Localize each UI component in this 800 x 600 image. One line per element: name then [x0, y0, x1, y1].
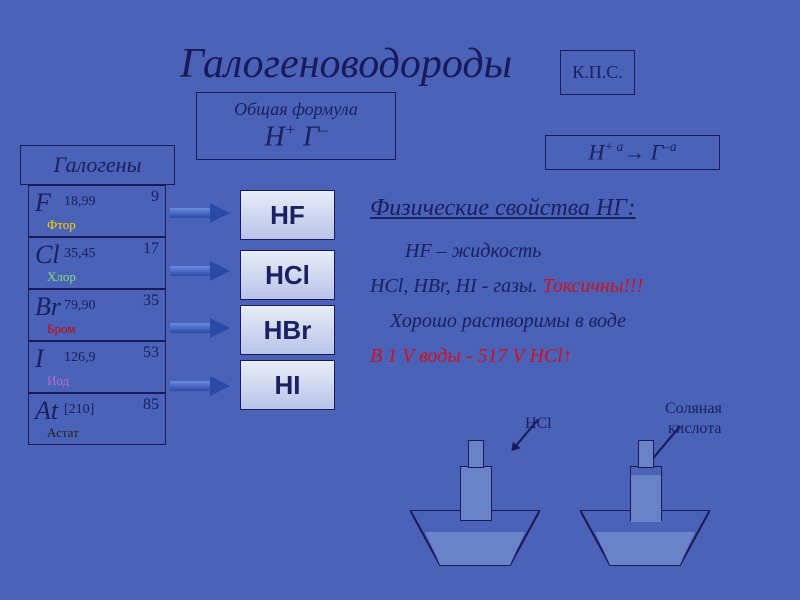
- elem-symbol: F: [35, 188, 51, 218]
- beaker-1-tube: [460, 466, 492, 521]
- elem-name: Бром: [47, 321, 75, 337]
- arrow-0: [170, 205, 230, 221]
- elem-number: 9: [151, 188, 159, 206]
- product-HI: HI: [240, 360, 335, 410]
- kps-box: К.П.С.: [560, 50, 635, 95]
- beaker-1: [410, 490, 540, 560]
- prop-line-1: HF – жидкость: [405, 240, 541, 263]
- element-F: F 18,99 9 Фтор: [28, 185, 166, 237]
- product-HCl: HCl: [240, 250, 335, 300]
- elem-symbol: Cl: [35, 240, 60, 270]
- prop2-text: HCl, HBr, HI - газы.: [370, 275, 542, 297]
- properties-title: Физические свойства HГ:: [370, 195, 636, 222]
- elem-number: 85: [143, 396, 159, 414]
- elem-mass: 126,9: [64, 350, 96, 366]
- elem-number: 53: [143, 344, 159, 362]
- elem-name: Фтор: [47, 217, 76, 233]
- general-formula-box: Общая формула Н+ Г–: [196, 92, 396, 160]
- elem-symbol: I: [35, 344, 44, 374]
- arrow-2: [170, 320, 230, 336]
- prop-line-3: Хорошо растворимы в воде: [390, 310, 626, 333]
- arrow-1: [170, 263, 230, 279]
- elem-mass: [210]: [64, 402, 94, 418]
- beaker-2-piston: [638, 440, 654, 468]
- element-Br: Br79,90 35 Бром: [28, 289, 166, 341]
- element-Cl: Cl35,45 17 Хлор: [28, 237, 166, 289]
- acid-label-1: Соляная: [665, 400, 722, 418]
- transition-formula: Н+ а→ Г–а: [589, 139, 677, 165]
- prop-line-2: HCl, HBr, HI - газы. Токсичны!!!: [370, 275, 643, 298]
- elem-number: 17: [143, 240, 159, 258]
- kps-label: К.П.С.: [572, 62, 623, 83]
- beaker-diagram: HCl Соляная кислота: [410, 440, 750, 590]
- elem-name: Астат: [47, 425, 79, 441]
- elem-name: Хлор: [47, 269, 76, 285]
- halogens-box: Галогены: [20, 145, 175, 185]
- page-title: Галогеноводороды: [180, 40, 512, 88]
- elem-mass: 79,90: [64, 298, 96, 314]
- product-HBr: HBr: [240, 305, 335, 355]
- transition-box: Н+ а→ Г–а: [545, 135, 720, 170]
- elem-number: 35: [143, 292, 159, 310]
- beaker-2: [580, 490, 710, 560]
- elem-mass: 35,45: [64, 246, 96, 262]
- elem-symbol: Br: [35, 292, 61, 322]
- element-At: At [210] 85 Астат: [28, 393, 166, 445]
- elem-symbol: At: [35, 396, 58, 426]
- prop-line-4: В 1 V воды - 517 V HCl↑: [370, 345, 573, 368]
- halogens-label: Галогены: [54, 152, 142, 178]
- formula-value: Н+ Г–: [265, 120, 328, 153]
- beaker-1-piston: [468, 440, 484, 468]
- arrow-3: [170, 378, 230, 394]
- elem-mass: 18,99: [64, 194, 96, 210]
- prop2-toxic: Токсичны!!!: [542, 275, 643, 297]
- elements-column: F 18,99 9 Фтор Cl35,45 17 Хлор Br79,90 35 БромI 12…: [28, 185, 166, 445]
- formula-label: Общая формула: [234, 99, 358, 120]
- beaker-2-tube: [630, 466, 662, 521]
- elem-name: Иод: [47, 373, 69, 389]
- element-I: I 126,9 53 Иод: [28, 341, 166, 393]
- product-HF: HF: [240, 190, 335, 240]
